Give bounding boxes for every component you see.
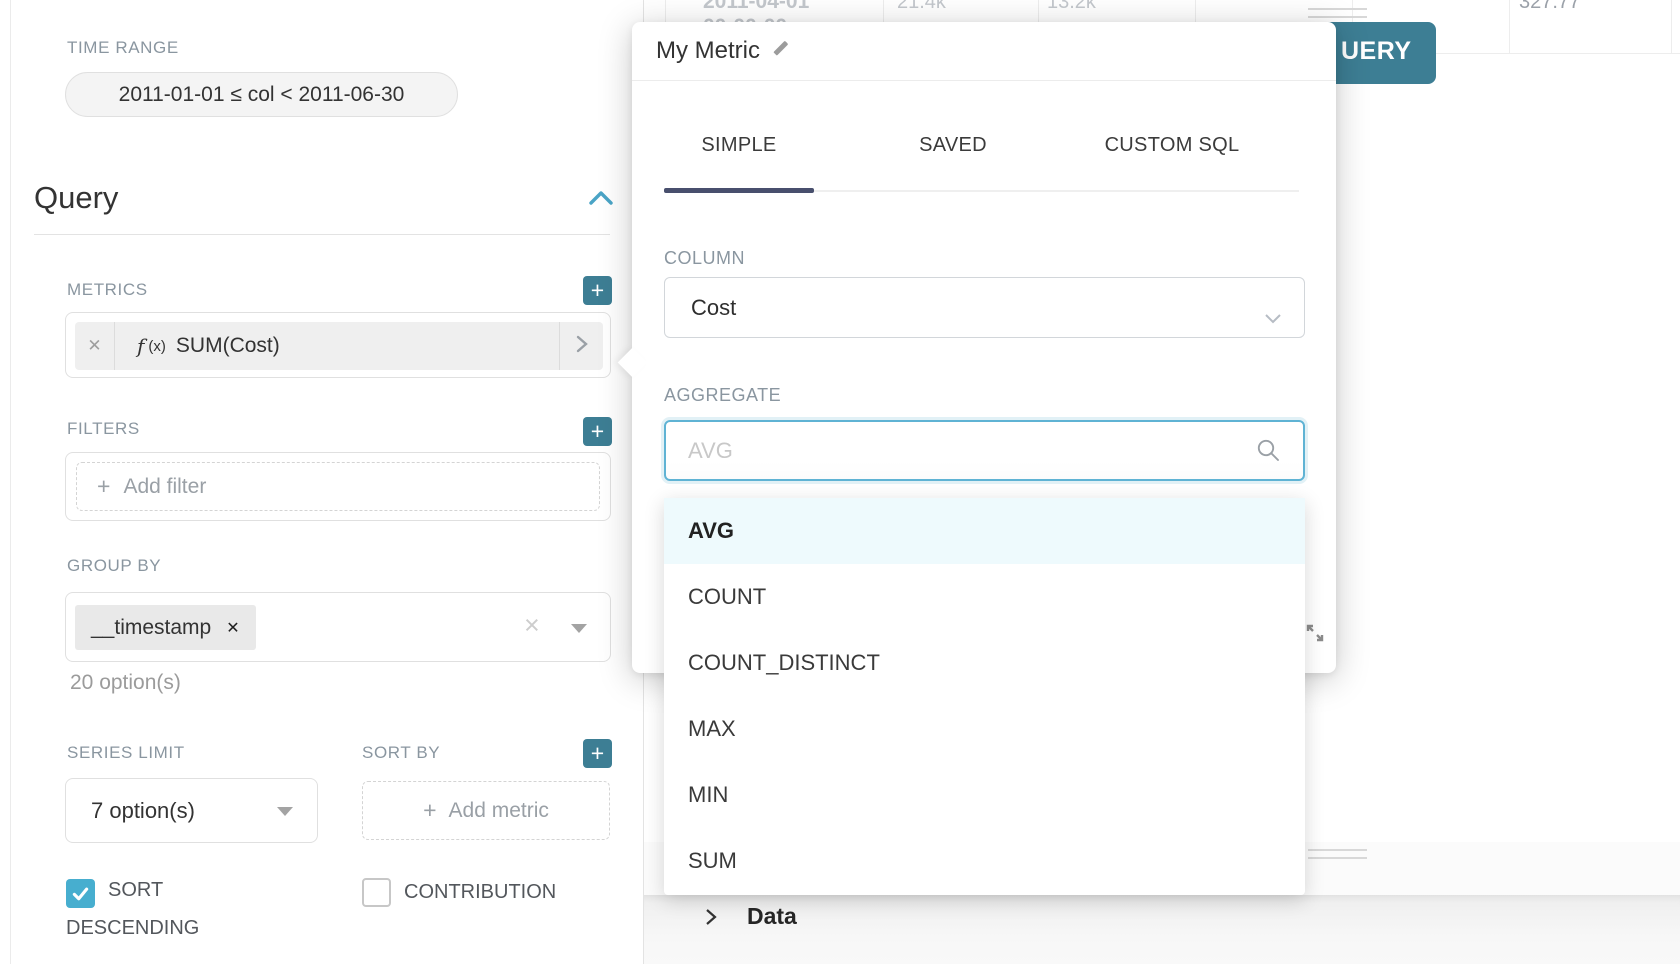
chevron-down-icon	[1264, 304, 1282, 330]
tab-track	[664, 190, 1299, 192]
search-icon	[1255, 437, 1281, 468]
fx-icon-args: (x)	[148, 337, 166, 355]
remove-metric-icon[interactable]: ✕	[75, 322, 115, 370]
data-panel-title: Data	[747, 903, 797, 929]
contribution-checkbox[interactable]	[362, 878, 391, 907]
group-by-tag-label: __timestamp	[91, 615, 212, 639]
dropdown-option-avg[interactable]: AVG	[664, 498, 1305, 564]
tab-saved[interactable]: SAVED	[919, 134, 987, 156]
table-cell-value: 13.2k	[1047, 0, 1096, 13]
caret-down-icon[interactable]	[571, 624, 587, 633]
add-metric-button[interactable]: +	[583, 276, 612, 305]
group-by-tag: __timestamp ✕	[75, 605, 256, 650]
plus-icon: +	[423, 797, 437, 823]
check-icon	[72, 887, 89, 901]
aggregate-label: AGGREGATE	[664, 385, 782, 405]
metrics-label: METRICS	[67, 280, 148, 299]
sort-descending-label: SORT DESCENDING	[66, 879, 200, 939]
panel-drag-handle[interactable]	[1308, 8, 1367, 10]
chevron-right-icon	[703, 908, 719, 931]
sort-descending-control: SORT DESCENDING	[66, 871, 244, 947]
aggregate-input[interactable]	[664, 420, 1305, 481]
tab-active-indicator	[664, 188, 814, 193]
plus-icon: +	[97, 473, 111, 499]
plus-icon: +	[590, 418, 605, 444]
dropdown-option-count-distinct[interactable]: COUNT_DISTINCT	[688, 650, 880, 675]
metric-pill[interactable]: ✕ f (x) SUM(Cost)	[75, 322, 603, 370]
plus-icon: +	[590, 277, 605, 303]
series-limit-label: SERIES LIMIT	[67, 743, 185, 762]
add-filter-label: Add filter	[123, 474, 207, 498]
dropdown-option-max[interactable]: MAX	[688, 716, 736, 741]
metrics-control: ✕ f (x) SUM(Cost)	[65, 312, 611, 378]
metric-name: SUM(Cost)	[175, 334, 280, 357]
series-limit-select[interactable]: 7 option(s)	[65, 778, 318, 843]
data-panel-header[interactable]: Data	[644, 895, 1680, 964]
panel-drag-handle[interactable]	[1308, 16, 1367, 18]
dropdown-option-sum[interactable]: SUM	[688, 848, 737, 873]
add-sort-metric-label: Add metric	[448, 798, 549, 822]
popover-header: My Metric	[632, 22, 1336, 81]
chevron-right-icon	[575, 334, 589, 359]
group-by-label: GROUP BY	[67, 556, 162, 575]
metric-expand-button[interactable]	[559, 322, 603, 370]
sort-by-label: SORT BY	[362, 743, 441, 762]
fx-icon: f	[137, 334, 145, 358]
column-select[interactable]: Cost	[664, 277, 1305, 338]
table-gridline	[1509, 0, 1510, 53]
pane-resize-grip[interactable]	[1308, 849, 1367, 851]
filters-control: + Add filter	[65, 452, 611, 521]
add-sort-metric-button[interactable]: + Add metric	[362, 781, 610, 840]
add-filter-plus-button[interactable]: +	[583, 417, 612, 446]
filters-label: FILTERS	[67, 419, 140, 438]
query-section-title: Query	[34, 180, 119, 215]
tab-custom-sql[interactable]: CUSTOM SQL	[1104, 134, 1240, 156]
add-sort-metric-plus-button[interactable]: +	[583, 739, 612, 768]
group-by-select[interactable]: __timestamp ✕ ×	[65, 592, 611, 662]
series-limit-value: 7 option(s)	[91, 797, 195, 823]
column-label: COLUMN	[664, 248, 746, 268]
column-select-value: Cost	[691, 294, 737, 320]
pane-resize-grip[interactable]	[1308, 857, 1367, 859]
time-range-value[interactable]: 2011-01-01 ≤ col < 2011-06-30	[65, 72, 458, 117]
panel-edge	[10, 0, 11, 964]
plus-icon: +	[590, 740, 605, 766]
resize-icon[interactable]	[1303, 621, 1327, 650]
contribution-control: CONTRIBUTION	[362, 878, 556, 907]
table-gridline	[1671, 0, 1672, 53]
sort-descending-checkbox[interactable]	[66, 879, 95, 908]
aggregate-dropdown: AVG COUNT COUNT_DISTINCT MAX MIN SUM	[664, 498, 1305, 895]
remove-tag-icon[interactable]: ✕	[226, 619, 240, 637]
section-divider	[34, 234, 610, 235]
tab-simple[interactable]: SIMPLE	[701, 134, 777, 156]
table-cell-date: 2011-04-01	[703, 0, 810, 13]
metric-pill-label[interactable]: f (x) SUM(Cost)	[115, 322, 559, 370]
dropdown-option-count[interactable]: COUNT	[688, 584, 767, 609]
add-filter-button[interactable]: + Add filter	[76, 462, 600, 511]
chevron-up-icon[interactable]	[589, 190, 613, 211]
popover-caret	[617, 347, 648, 378]
aggregate-field	[664, 420, 1305, 481]
group-by-options-hint: 20 option(s)	[70, 671, 181, 694]
run-query-label: UERY	[1341, 37, 1412, 65]
table-cell-value: 327.77	[1519, 0, 1581, 13]
dropdown-option-min[interactable]: MIN	[688, 782, 729, 807]
table-cell-value: 21.4k	[897, 0, 946, 13]
pencil-icon[interactable]	[770, 38, 791, 64]
caret-down-icon	[277, 807, 293, 816]
popover-title: My Metric	[656, 37, 760, 64]
clear-icon[interactable]: ×	[524, 610, 540, 640]
contribution-label: CONTRIBUTION	[404, 881, 557, 903]
time-range-label: TIME RANGE	[67, 38, 179, 57]
